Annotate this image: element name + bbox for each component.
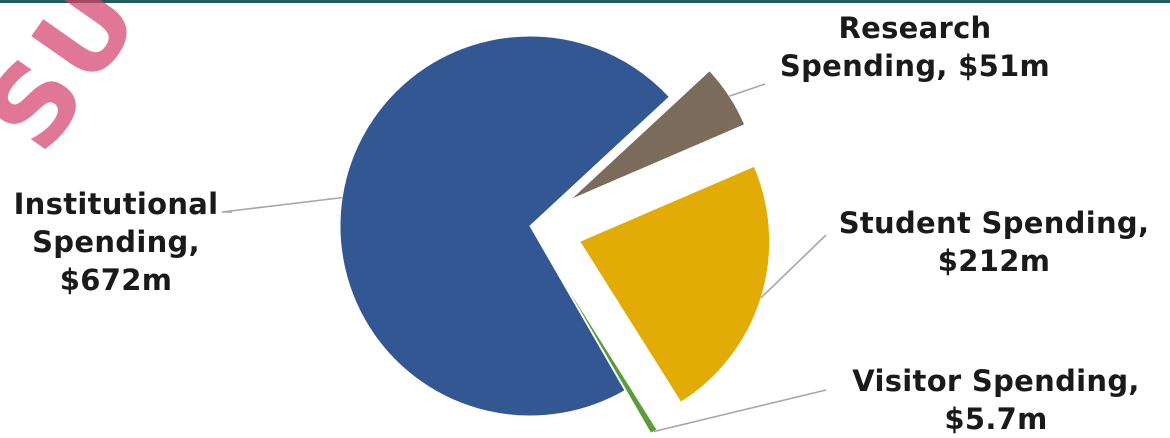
label-research-line1: Research bbox=[838, 11, 992, 45]
label-student: Student Spending, $212m bbox=[826, 204, 1162, 280]
pie-slice-research bbox=[569, 69, 746, 201]
label-institutional-line3: $672m bbox=[59, 263, 173, 297]
label-visitor: Visitor Spending, $5.7m bbox=[836, 362, 1156, 438]
label-visitor-line2: $5.7m bbox=[944, 402, 1048, 436]
label-visitor-line1: Visitor Spending, bbox=[852, 364, 1140, 398]
leader-line-institutional bbox=[221, 196, 343, 213]
leader-line-research bbox=[729, 83, 766, 97]
top-rule bbox=[0, 0, 1170, 3]
label-student-line1: Student Spending, bbox=[838, 206, 1150, 240]
label-research-line2: Spending, $51m bbox=[779, 49, 1051, 83]
leader-line-student bbox=[760, 234, 827, 299]
label-institutional-line1: Institutional bbox=[13, 187, 219, 221]
label-student-line2: $212m bbox=[937, 244, 1051, 278]
label-institutional: Institutional Spending, $672m bbox=[0, 185, 232, 299]
leader-line-visitor bbox=[653, 389, 827, 433]
label-institutional-line2: Spending, bbox=[32, 225, 200, 259]
label-research: Research Spending, $51m bbox=[765, 9, 1065, 85]
pie-slice-institutional bbox=[339, 35, 671, 417]
